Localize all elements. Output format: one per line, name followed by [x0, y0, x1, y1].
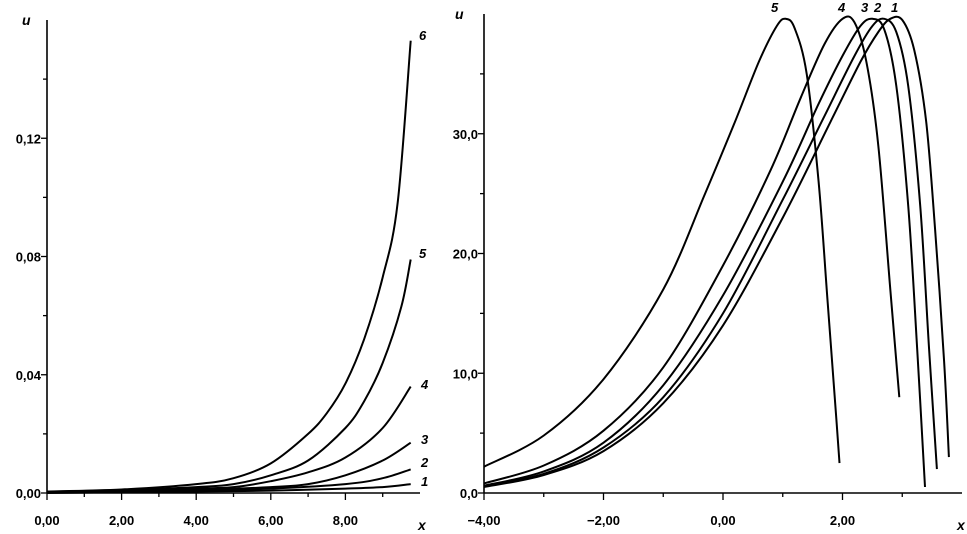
- right-x-tick-label: 2,00: [830, 513, 855, 528]
- right-y-tick-label: 10,0: [453, 366, 478, 381]
- right-x-tick-label: −4,00: [468, 513, 501, 528]
- right-curve-label-5: 5: [771, 0, 779, 15]
- right-curve-label-3: 3: [861, 0, 869, 15]
- right-curve-label-2: 2: [873, 0, 882, 15]
- left-curve-5: [46, 259, 412, 493]
- left-curve-label-5: 5: [419, 246, 427, 261]
- left-curve-label-4: 4: [420, 377, 429, 392]
- left-y-tick-label: 0,04: [16, 368, 42, 383]
- left-curve-label-2: 2: [420, 455, 429, 470]
- left-y-axis-letter: u: [22, 12, 31, 28]
- right-x-axis-letter: x: [956, 517, 966, 533]
- right-curve-1: [483, 15, 950, 488]
- right-curve-2: [483, 17, 938, 487]
- left-x-tick-label: 4,00: [184, 513, 209, 528]
- right-curve-3: [483, 17, 926, 488]
- left-y-tick-label: 0,12: [16, 131, 41, 146]
- left-x-tick-label: 0,00: [34, 513, 59, 528]
- right-curve-label-4: 4: [837, 0, 846, 15]
- left-ticks: 0,00 2,00 4,00 6,00 8,00 0,00 0,04 0,08 0,12: [16, 78, 384, 528]
- left-curve-4: [46, 386, 412, 493]
- left-curve-label-3: 3: [421, 432, 429, 447]
- right-curve-5: [483, 17, 841, 468]
- right-y-tick-label: 30,0: [453, 127, 478, 142]
- right-curve-label-1: 1: [891, 0, 898, 15]
- right-y-tick-label: 20,0: [453, 247, 478, 262]
- left-x-tick-label: 2,00: [109, 513, 134, 528]
- right-chart: u x −4,00 −2,00 0,00 2,000,010,020,030,0 5 …: [453, 0, 966, 533]
- left-curves: [46, 40, 412, 494]
- left-y-tick-label: 0,00: [16, 486, 41, 501]
- right-curve-4: [483, 15, 901, 485]
- left-x-axis-letter: x: [417, 517, 427, 533]
- left-curve-label-1: 1: [421, 474, 428, 489]
- left-x-tick-label: 8,00: [333, 513, 358, 528]
- right-y-tick-label: 0,0: [460, 486, 478, 501]
- left-curve-6: [46, 40, 412, 493]
- right-x-tick-label: 0,00: [710, 513, 735, 528]
- left-curve-label-6: 6: [419, 28, 427, 43]
- left-y-tick-label: 0,08: [16, 250, 41, 265]
- left-x-tick-label: 6,00: [258, 513, 283, 528]
- right-curves: [483, 15, 950, 488]
- right-x-tick-label: −2,00: [587, 513, 620, 528]
- right-ticks: −4,00 −2,00 0,00 2,00 0,0 10,0 20,0 30,0: [453, 73, 903, 528]
- left-chart: u x 0,00 2,00 4,00 6,00 8,00 0,00 0,04 0,08 0,12…: [16, 12, 429, 533]
- right-y-axis-letter: u: [455, 6, 464, 22]
